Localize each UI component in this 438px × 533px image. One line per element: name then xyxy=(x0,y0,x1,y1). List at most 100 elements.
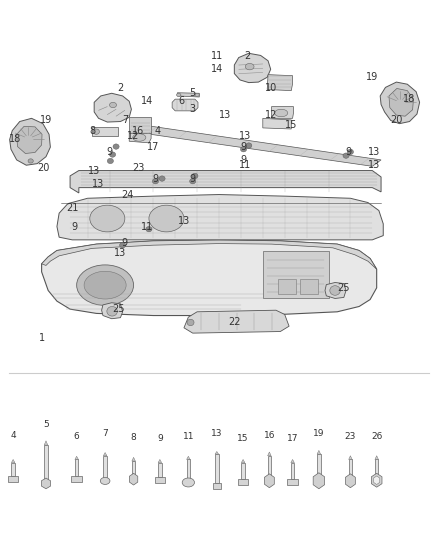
Polygon shape xyxy=(272,107,293,118)
Text: 12: 12 xyxy=(127,131,140,141)
Ellipse shape xyxy=(152,179,159,184)
Text: 18: 18 xyxy=(9,134,21,143)
Bar xyxy=(300,279,318,294)
Polygon shape xyxy=(267,75,293,91)
Polygon shape xyxy=(177,93,199,97)
Text: 7: 7 xyxy=(102,429,108,438)
Polygon shape xyxy=(17,126,42,154)
Text: 22: 22 xyxy=(228,318,240,327)
Text: 7: 7 xyxy=(122,115,128,125)
Ellipse shape xyxy=(90,205,125,232)
Ellipse shape xyxy=(149,205,184,232)
Text: 6: 6 xyxy=(74,432,80,441)
Polygon shape xyxy=(346,474,355,488)
Polygon shape xyxy=(317,450,321,454)
Text: 9: 9 xyxy=(240,142,246,151)
Polygon shape xyxy=(42,478,50,489)
Text: 15: 15 xyxy=(237,434,249,443)
Bar xyxy=(155,477,165,483)
Bar xyxy=(238,479,248,485)
Text: 4: 4 xyxy=(11,431,16,440)
Ellipse shape xyxy=(77,265,134,305)
Text: 25: 25 xyxy=(112,304,124,314)
Text: 9: 9 xyxy=(122,238,128,247)
Ellipse shape xyxy=(107,158,113,164)
Polygon shape xyxy=(172,99,198,111)
Text: 20: 20 xyxy=(390,115,403,125)
Text: 9: 9 xyxy=(345,147,351,157)
Ellipse shape xyxy=(275,109,288,117)
Polygon shape xyxy=(268,452,271,456)
Polygon shape xyxy=(132,457,135,461)
Text: 2: 2 xyxy=(117,83,124,93)
Bar xyxy=(132,461,135,477)
Polygon shape xyxy=(57,195,383,240)
Bar xyxy=(317,454,321,477)
Text: 20: 20 xyxy=(38,163,50,173)
Bar xyxy=(187,459,190,480)
Bar xyxy=(349,459,352,478)
Text: 12: 12 xyxy=(265,110,278,119)
Ellipse shape xyxy=(347,149,353,155)
Text: 21: 21 xyxy=(66,203,78,213)
Text: 19: 19 xyxy=(40,115,52,125)
Text: 11: 11 xyxy=(239,160,251,170)
Bar xyxy=(278,279,296,294)
Ellipse shape xyxy=(190,179,196,184)
Polygon shape xyxy=(42,240,377,316)
Polygon shape xyxy=(241,459,245,463)
Polygon shape xyxy=(375,456,378,459)
Polygon shape xyxy=(291,459,294,463)
Polygon shape xyxy=(349,456,352,459)
Text: 17: 17 xyxy=(147,142,159,151)
Polygon shape xyxy=(184,310,289,333)
Polygon shape xyxy=(103,453,107,456)
Ellipse shape xyxy=(330,286,340,295)
Bar xyxy=(291,463,294,479)
Text: 8: 8 xyxy=(89,126,95,135)
Bar xyxy=(8,476,18,482)
Text: 18: 18 xyxy=(403,94,416,103)
Bar xyxy=(75,459,78,476)
Ellipse shape xyxy=(159,176,165,181)
Polygon shape xyxy=(380,82,420,124)
Text: 13: 13 xyxy=(178,216,190,226)
Polygon shape xyxy=(234,53,271,83)
Text: 13: 13 xyxy=(114,248,127,258)
Text: 24: 24 xyxy=(121,190,133,199)
Text: 23: 23 xyxy=(132,163,144,173)
Text: 10: 10 xyxy=(265,83,278,93)
Ellipse shape xyxy=(195,93,199,96)
Ellipse shape xyxy=(192,173,198,179)
Polygon shape xyxy=(265,474,274,488)
Bar xyxy=(215,454,219,483)
Polygon shape xyxy=(10,118,50,165)
Text: 16: 16 xyxy=(264,431,275,440)
Text: 13: 13 xyxy=(368,147,381,157)
Polygon shape xyxy=(136,125,381,166)
Polygon shape xyxy=(92,127,118,136)
Text: 13: 13 xyxy=(211,429,223,438)
Ellipse shape xyxy=(246,143,252,148)
Ellipse shape xyxy=(182,478,194,487)
Text: 9: 9 xyxy=(71,222,78,231)
Polygon shape xyxy=(215,451,219,454)
Polygon shape xyxy=(94,93,131,122)
Bar xyxy=(268,456,271,478)
Text: 19: 19 xyxy=(366,72,378,82)
Ellipse shape xyxy=(100,478,110,484)
Ellipse shape xyxy=(107,306,117,316)
Text: 26: 26 xyxy=(371,432,382,441)
Text: 1: 1 xyxy=(39,334,45,343)
Bar xyxy=(213,483,221,489)
Text: 11: 11 xyxy=(141,222,153,231)
Polygon shape xyxy=(129,473,138,485)
Polygon shape xyxy=(371,473,382,487)
Bar xyxy=(103,456,107,479)
Polygon shape xyxy=(313,473,325,489)
Ellipse shape xyxy=(133,134,146,141)
Polygon shape xyxy=(129,133,151,143)
Polygon shape xyxy=(263,118,291,129)
Ellipse shape xyxy=(177,93,181,96)
Text: 2: 2 xyxy=(244,51,251,61)
